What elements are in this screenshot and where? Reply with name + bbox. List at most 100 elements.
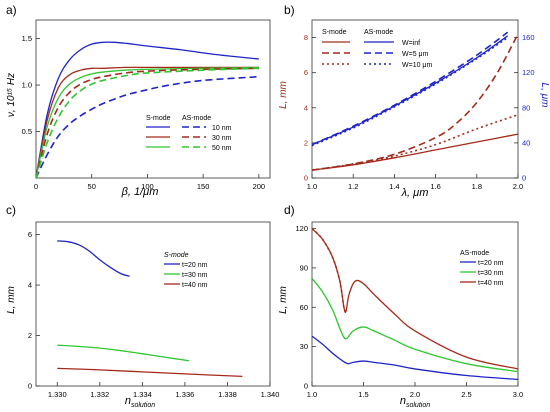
chart-b-xtick-label: 1.4 xyxy=(389,182,399,191)
chart-c-xtick-label: 1.334 xyxy=(133,390,152,399)
chart-a-ylabel: ν, 10¹⁵ Hz xyxy=(6,73,17,117)
chart-d-xtick-label: 2.5 xyxy=(461,390,471,399)
chart-a-legend-label: 30 nm xyxy=(212,135,232,142)
chart-d-xtick-label: 2.0 xyxy=(410,390,420,399)
chart-d-xtick-label: 3.0 xyxy=(513,390,523,399)
chart-a-series-line xyxy=(35,67,259,179)
chart-d-series-line xyxy=(311,335,519,381)
chart-a-series-line xyxy=(35,67,259,179)
chart-a-frame xyxy=(35,19,271,179)
chart-a-xtick-label: 200 xyxy=(253,182,266,191)
chart-c-series-line xyxy=(57,240,130,277)
chart-b-legend-header-s: S-mode xyxy=(322,29,347,36)
chart-c-legend-label: t=20 nm xyxy=(182,262,208,269)
chart-b-legend-label: W=10 μm xyxy=(402,62,432,69)
chart-c-ylabel: L, mm xyxy=(6,286,17,314)
chart-a-series-line xyxy=(35,66,259,179)
chart-b-xtick-label: 1.8 xyxy=(472,182,482,191)
chart-b-ytick-right-label: 0 xyxy=(522,174,526,183)
chart-b-series-line xyxy=(311,36,509,147)
chart-c-legend-header: S-mode xyxy=(164,252,189,259)
chart-b-series-line xyxy=(311,31,509,146)
chart-d-xtick-label: 1.5 xyxy=(358,390,368,399)
chart-b-xtick-label: 2.0 xyxy=(513,182,523,191)
chart-c-series-line xyxy=(57,344,190,362)
chart-b-ytick-right-label: 40 xyxy=(522,138,530,147)
chart-d-xtick-label: 1.0 xyxy=(307,390,317,399)
chart-c-legend-label: t=30 nm xyxy=(182,272,208,279)
chart-b-xtick-label: 1.2 xyxy=(348,182,358,191)
chart-c-ytick-label: 0 xyxy=(28,382,32,391)
chart-b-ytick-label: 8 xyxy=(304,33,308,42)
chart-c-xtick-label: 1.338 xyxy=(218,390,237,399)
chart-c-ytick-label: 2 xyxy=(28,331,32,340)
chart-b-ytick-label: 6 xyxy=(304,68,308,77)
chart-c-series-line xyxy=(57,367,243,378)
chart-b-series-line xyxy=(311,114,519,171)
panel-label-d: d) xyxy=(284,203,295,217)
chart-b-xtick-label: 1.6 xyxy=(430,182,440,191)
chart-b-xtick-label: 1.0 xyxy=(307,182,317,191)
chart-a-xlabel: β, 1/μm xyxy=(121,186,159,198)
chart-a-legend-label: 50 nm xyxy=(212,145,232,152)
chart-a-ytick-label: 1.0 xyxy=(22,81,32,90)
chart-a-legend-label: 10 nm xyxy=(212,125,232,132)
chart-c-xtick-label: 1.340 xyxy=(261,390,280,399)
chart-b-ytick-right-label: 120 xyxy=(522,68,535,77)
chart-a-xtick-label: 150 xyxy=(197,182,210,191)
chart-d-ytick-label: 30 xyxy=(300,342,308,351)
chart-d-series-line xyxy=(311,228,519,370)
chart-c-xlabel: nsolution xyxy=(125,395,155,409)
chart-a-legend-header-s: S-mode xyxy=(146,115,171,122)
chart-a-series-line xyxy=(35,75,259,179)
chart-d-xlabel-n: n xyxy=(400,395,406,407)
chart-b-legend-label: W=5 μm xyxy=(402,51,429,58)
panel-label-a: a) xyxy=(6,3,17,17)
chart-d-xlabel: nsolution xyxy=(400,395,430,409)
chart-d-ylabel: L, mm xyxy=(278,286,289,314)
chart-c-legend-label: t=40 nm xyxy=(182,282,208,289)
chart-c-xlabel-sub: solution xyxy=(131,402,155,409)
chart-d-series-line xyxy=(311,278,519,373)
chart-a-ytick-label: 1.5 xyxy=(22,34,32,43)
chart-b-ylabel: L, mm xyxy=(278,81,289,109)
panel-label-c: c) xyxy=(6,203,16,217)
chart-d-ytick-label: 60 xyxy=(300,303,308,312)
chart-d-legend-label: t=40 nm xyxy=(478,280,504,287)
chart-c-xtick-label: 1.332 xyxy=(90,390,109,399)
chart-d-ytick-label: 90 xyxy=(300,263,308,272)
chart-c-frame xyxy=(35,221,271,387)
chart-c-xlabel-n: n xyxy=(125,395,131,407)
chart-a-series-line xyxy=(35,41,259,179)
chart-c-ytick-label: 6 xyxy=(28,230,32,239)
chart-c-xtick-label: 1.330 xyxy=(48,390,67,399)
chart-b-ytick-label: 2 xyxy=(304,138,308,147)
chart-b-frame xyxy=(311,19,519,179)
chart-b-series-line xyxy=(311,133,519,171)
chart-d-ytick-label: 0 xyxy=(304,382,308,391)
chart-c-ytick-label: 4 xyxy=(28,281,32,290)
chart-a-xtick-label: 50 xyxy=(88,182,96,191)
panel-label-b: b) xyxy=(284,3,295,17)
chart-b-ylabel-right: L, μm xyxy=(539,83,550,108)
chart-b-ytick-right-label: 160 xyxy=(522,33,535,42)
chart-d-ytick-label: 120 xyxy=(295,224,308,233)
chart-d-series-line xyxy=(311,227,347,312)
chart-a-series-line xyxy=(35,66,259,179)
chart-b-legend-header-as: AS-mode xyxy=(364,29,393,36)
chart-b-xlabel: λ, μm xyxy=(401,187,429,199)
chart-b-ytick-right-label: 80 xyxy=(522,103,530,112)
chart-b-legend-label: W=inf xyxy=(402,40,420,47)
chart-a-xtick-label: 100 xyxy=(141,182,154,191)
chart-d-legend-header: AS-mode xyxy=(460,250,489,257)
chart-d-legend-label: t=30 nm xyxy=(478,270,504,277)
chart-b-ytick-label: 4 xyxy=(304,103,308,112)
chart-a-legend-header-as: AS-mode xyxy=(182,115,211,122)
chart-a-ytick-label: 0.5 xyxy=(22,127,32,136)
chart-a-xtick-label: 0 xyxy=(34,182,38,191)
chart-d-xlabel-sub: solution xyxy=(406,402,430,409)
chart-d-legend-label: t=20 nm xyxy=(478,260,504,267)
chart-b-ytick-label: 0 xyxy=(304,174,308,183)
